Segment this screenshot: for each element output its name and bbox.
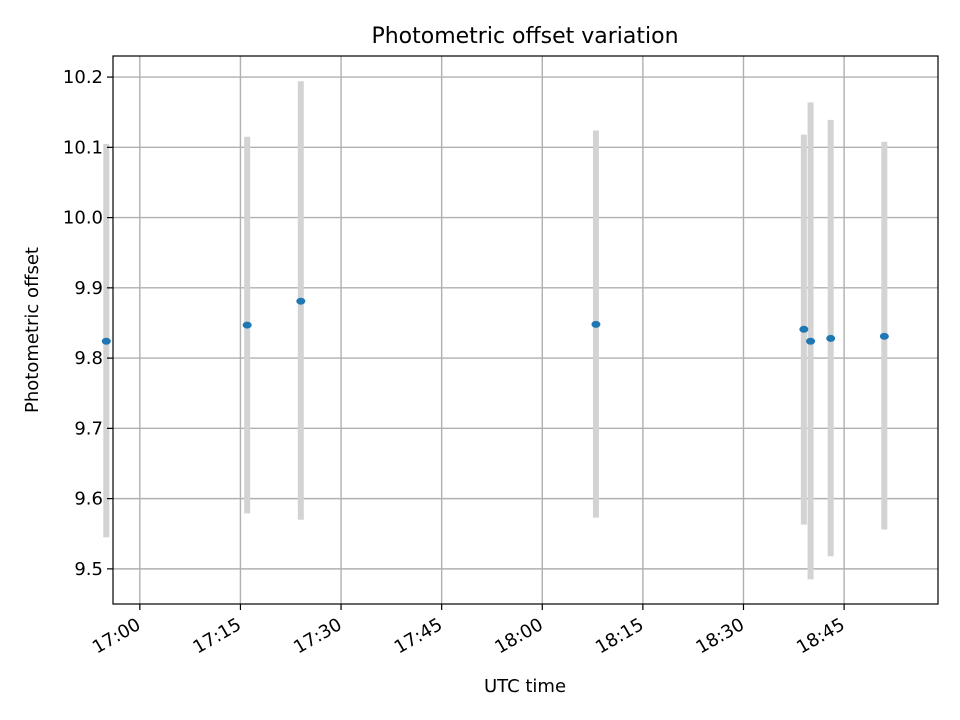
plot-frame [112,55,939,605]
data-point [879,332,889,340]
data-point [826,334,836,342]
data-point [799,325,809,333]
point-layer [101,297,889,345]
y-tick-label: 10.0 [63,208,103,229]
grid-layer [113,56,938,604]
y-tick-label: 9.9 [74,278,103,299]
data-point [296,297,306,305]
data-point [591,320,601,328]
data-point [806,337,816,345]
y-tick-label: 9.5 [74,559,103,580]
y-tick-label: 9.7 [74,418,103,439]
x-axis-label: UTC time [484,676,566,697]
data-point [242,321,252,329]
data-point [101,337,111,345]
chart-title: Photometric offset variation [371,24,678,49]
y-tick-label: 10.1 [63,137,103,158]
y-tick-label: 9.6 [74,489,103,510]
y-tick-label: 9.8 [74,348,103,369]
y-tick-label: 10.2 [63,67,103,88]
y-axis-label: Photometric offset [22,247,43,413]
